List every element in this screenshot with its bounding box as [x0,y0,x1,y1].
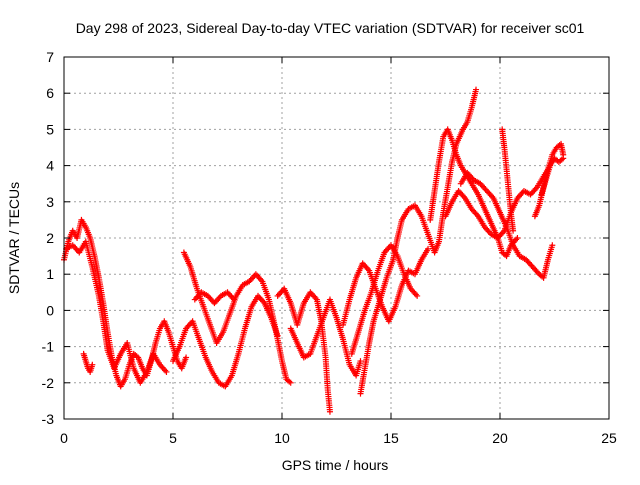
data-point [287,379,294,386]
data-point [357,358,364,365]
ticks-layer: 0 5 10 15 20 25 -3 -2 -1 0 1 2 3 4 5 6 7 [42,49,617,446]
series-sat-track-p [531,140,567,220]
x-tick-label: 5 [169,430,177,446]
series-sat-track-k [357,86,480,397]
y-tick-label: 5 [46,121,54,137]
series-sat-track-n [457,169,556,281]
series-sat-track-j [340,245,432,328]
y-tick-label: 4 [46,158,54,174]
data-point [163,368,170,375]
y-tick-label: 2 [46,230,54,246]
series-sat-track-q [538,155,567,198]
series-sat-track-c [80,350,96,375]
series-sat-track-f [191,289,238,307]
x-tick-label: 0 [60,430,68,446]
x-tick-label: 15 [383,430,399,446]
data-point [231,296,238,303]
series-sat-track-i [348,242,421,357]
y-tick-label: 1 [46,266,54,282]
series-sat-track-e [170,292,281,390]
data-point [510,227,517,234]
points-layer [61,86,567,415]
y-axis-label: SDTVAR / TECUs [6,182,22,294]
data-point [183,354,190,361]
y-tick-label: -3 [42,411,55,427]
data-point [549,242,556,249]
x-tick-label: 10 [274,430,290,446]
x-tick-label: 25 [601,430,617,446]
x-tick-label: 20 [492,430,508,446]
data-point [274,332,281,339]
y-tick-label: 0 [46,302,54,318]
series-sat-track-g [287,296,364,379]
series-sat-track-h [274,285,333,415]
grid-layer [64,57,609,419]
series-sat-track-b [63,238,170,386]
y-tick-label: -2 [42,375,55,391]
x-axis-label: GPS time / hours [282,457,389,473]
series-sat-track-o [499,126,517,234]
data-point [425,245,432,252]
series-sat-track-a [61,216,190,390]
data-point [560,155,567,162]
y-tick-label: 6 [46,85,54,101]
data-point [326,408,333,415]
data-point [514,235,521,241]
y-tick-label: 3 [46,194,54,210]
data-point [414,292,421,299]
y-tick-label: 7 [46,49,54,65]
data-point [473,86,480,93]
data-point [89,361,96,368]
y-tick-label: -1 [42,339,55,355]
chart-title: Day 298 of 2023, Sidereal Day-to-day VTE… [76,20,585,36]
